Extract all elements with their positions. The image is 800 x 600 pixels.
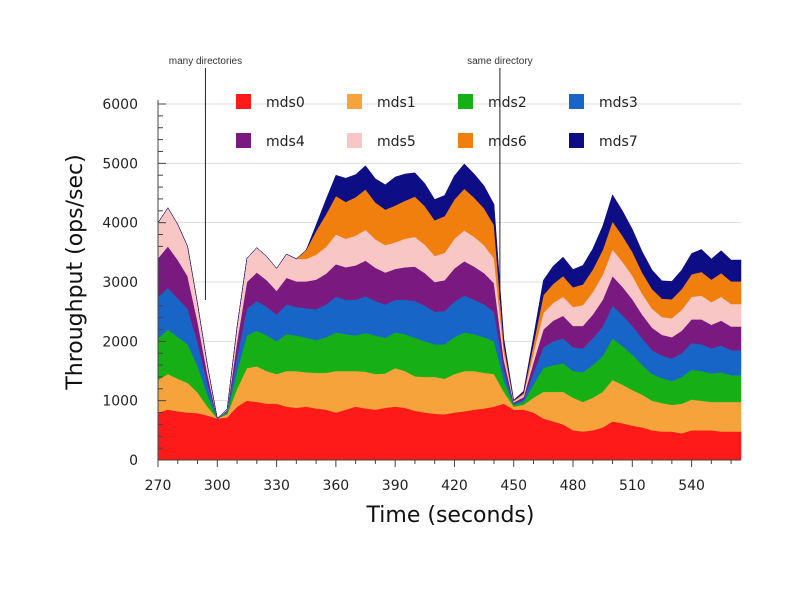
legend-label-mds1: mds1 — [377, 95, 416, 111]
legend-swatch-mds3 — [569, 94, 584, 109]
y-tick-label-1000: 1000 — [102, 394, 138, 410]
y-tick-label-5000: 5000 — [102, 156, 138, 172]
x-tick-label-300: 300 — [204, 478, 231, 494]
annotation-label-1: same directory — [467, 56, 533, 67]
legend-swatch-mds0 — [236, 94, 251, 109]
x-tick-label-450: 450 — [500, 478, 527, 494]
legend: mds0 mds1 mds2 mds3 mds4 mds5 mds6 mds7 — [236, 94, 638, 150]
legend-swatch-mds1 — [347, 94, 362, 109]
y-tick-label-4000: 4000 — [102, 216, 138, 232]
legend-swatch-mds6 — [458, 133, 473, 148]
x-tick-label-330: 330 — [263, 478, 290, 494]
legend-label-mds2: mds2 — [488, 95, 527, 111]
y-tick-label-0: 0 — [129, 453, 138, 469]
x-tick-label-480: 480 — [560, 478, 587, 494]
x-tick-label-540: 540 — [678, 478, 705, 494]
axes: 0 1000 2000 3000 4000 5000 6000 270 300 330 360 390… — [102, 97, 741, 494]
x-tick-label-420: 420 — [441, 478, 468, 494]
legend-swatch-mds5 — [347, 133, 362, 148]
legend-label-mds6: mds6 — [488, 134, 527, 150]
annotation-label-0: many directories — [169, 56, 242, 67]
x-tick-label-270: 270 — [145, 478, 172, 494]
annotations: many directories same directory — [169, 56, 533, 300]
stacked-areas — [157, 163, 742, 461]
legend-swatch-mds4 — [236, 133, 251, 148]
y-tick-label-6000: 6000 — [102, 97, 138, 113]
y-tick-label-3000: 3000 — [102, 275, 138, 291]
legend-swatch-mds7 — [569, 133, 584, 148]
series-area-mds7 — [157, 163, 742, 420]
legend-swatch-mds2 — [458, 94, 473, 109]
y-axis-title: Throughput (ops/sec) — [63, 154, 88, 390]
legend-label-mds5: mds5 — [377, 134, 416, 150]
x-tick-label-360: 360 — [322, 478, 349, 494]
legend-label-mds7: mds7 — [599, 134, 638, 150]
y-tick-label-2000: 2000 — [102, 334, 138, 350]
legend-label-mds4: mds4 — [266, 134, 305, 150]
x-axis-title: Time (seconds) — [366, 503, 535, 528]
legend-label-mds0: mds0 — [266, 95, 305, 111]
x-tick-label-510: 510 — [619, 478, 646, 494]
legend-label-mds3: mds3 — [599, 95, 638, 111]
x-tick-label-390: 390 — [382, 478, 409, 494]
